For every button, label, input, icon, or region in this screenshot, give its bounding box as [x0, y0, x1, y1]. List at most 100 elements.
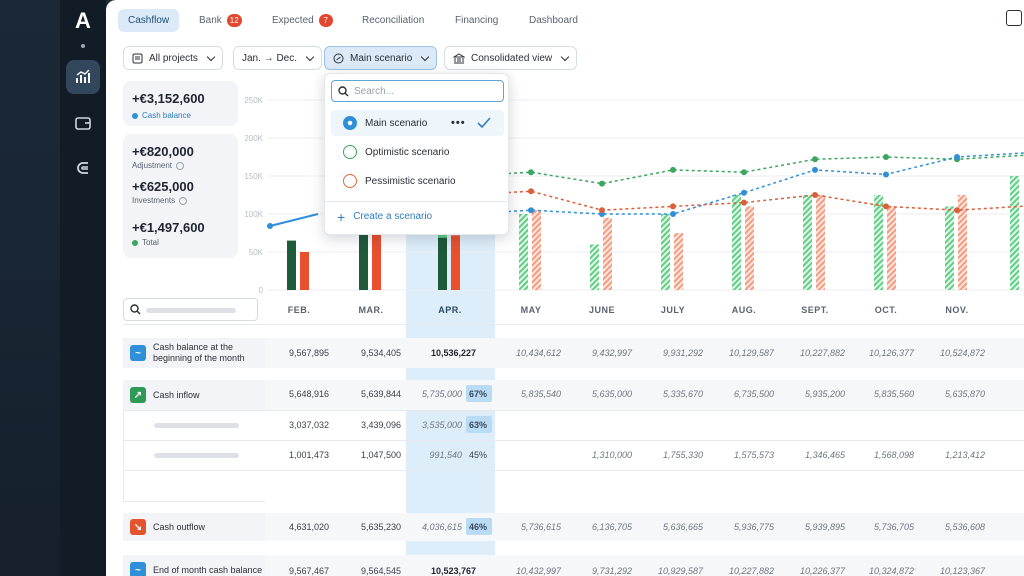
percent-value: 45% — [469, 450, 488, 460]
table-cell: 1,346,465 — [804, 450, 845, 460]
optimistic-line-point — [528, 169, 534, 176]
projects-filter[interactable]: All projects — [123, 46, 223, 70]
tab-dashboard[interactable]: Dashboard — [519, 9, 588, 32]
pessimistic-line-point — [883, 203, 889, 210]
table-cell: 5,335,670 — [662, 389, 703, 399]
period-filter[interactable]: Jan. → Dec. — [233, 46, 323, 70]
month-header-cell[interactable]: SEPT. — [801, 305, 829, 315]
month-header-cell[interactable]: APR. — [438, 305, 462, 315]
row-empty — [123, 471, 265, 501]
optimistic-line-point — [670, 166, 676, 173]
option-label: Pessimistic scenario — [365, 175, 456, 187]
cash-balance-label: Cash balance — [132, 111, 191, 120]
add-panel-icon[interactable] — [1006, 10, 1022, 26]
trend-icon: ~ — [130, 562, 146, 576]
search-icon — [338, 86, 349, 97]
outflow-bar — [745, 206, 754, 290]
tab-cashflow[interactable]: Cashflow — [118, 9, 180, 32]
y-tick-label: 50K — [249, 248, 264, 257]
total-label: Total — [132, 238, 159, 247]
chevron-down-icon — [560, 52, 570, 61]
table-cell: 9,567,467 — [288, 566, 329, 576]
row-label: Cash balance at the beginning of the mon… — [153, 342, 245, 363]
row-cash-inflow[interactable]: ↗ Cash inflow — [123, 380, 265, 410]
adjustment-value: +€820,000 — [132, 144, 194, 159]
view-filter[interactable]: Consolidated view — [444, 46, 578, 70]
rail-item-wallet[interactable] — [66, 106, 100, 140]
table-cell: 5,635,230 — [360, 522, 401, 532]
radio-icon — [343, 174, 357, 188]
table-cell: 5,939,895 — [804, 522, 845, 532]
month-header-cell[interactable]: OCT. — [874, 305, 898, 315]
info-icon[interactable] — [176, 161, 185, 170]
tab-label: Expected — [272, 15, 314, 26]
table-cell: 10,524,872 — [939, 348, 985, 358]
tab-financing[interactable]: Financing — [445, 9, 508, 32]
row-end-balance[interactable]: ~ End of month cash balance — [123, 555, 265, 576]
row-cash-outflow[interactable]: ↘ Cash outflow — [123, 513, 265, 541]
scenario-search-input[interactable]: Search... — [331, 80, 504, 102]
table-cell: 5,735,000 — [421, 389, 462, 399]
scenario-filter[interactable]: Main scenario — [324, 46, 438, 70]
month-header-cell[interactable]: JULY — [660, 305, 686, 315]
plus-icon: + — [337, 208, 346, 225]
row-label: End of month cash balance — [153, 564, 263, 575]
month-header-cell[interactable]: FEB. — [287, 305, 311, 315]
expected-badge: 7 — [318, 14, 333, 27]
info-icon[interactable] — [179, 196, 188, 205]
pessimistic-line-point — [812, 192, 818, 198]
wallet-icon — [75, 117, 91, 130]
outflow-bar — [674, 233, 683, 290]
table-cell: 1,575,573 — [733, 450, 774, 460]
table-search-input[interactable] — [123, 298, 258, 321]
optimistic-line-point — [954, 156, 960, 163]
blue-dot-icon — [132, 112, 138, 119]
row-cash-balance-start[interactable]: ~ Cash balance at the beginning of the m… — [123, 338, 265, 368]
total-value: +€1,497,600 — [132, 220, 205, 235]
main-line-point — [883, 171, 889, 178]
percent-value: 67% — [469, 389, 488, 399]
inflow-bar — [661, 214, 670, 290]
adjustment-label: Adjustment — [132, 161, 185, 170]
table-cell: 5,635,000 — [591, 389, 632, 399]
row-label: Cash inflow — [153, 389, 200, 400]
cash-balance-card — [123, 81, 238, 126]
search-icon — [130, 304, 141, 315]
tab-reconciliation[interactable]: Reconciliation — [352, 9, 434, 32]
table-cell: 5,648,916 — [288, 389, 329, 399]
cashflow-chart: 0 50K 100K 150K 200K 250K — [244, 96, 1024, 295]
scenario-option-main[interactable]: Main scenario ••• — [331, 110, 504, 136]
investments-label-text: Investments — [132, 196, 176, 205]
month-header-cell[interactable]: JUNE — [588, 305, 615, 315]
month-header-cell[interactable]: MAR. — [358, 305, 384, 315]
view-filter-label: Consolidated view — [471, 52, 553, 64]
y-tick-label: 250K — [244, 96, 263, 105]
table-cell: 5,536,608 — [944, 522, 985, 532]
inflow-bar — [1010, 176, 1019, 290]
actual-balance-point — [267, 223, 273, 229]
table-cell: 5,635,870 — [944, 389, 985, 399]
month-header-cell[interactable]: MAY — [520, 305, 542, 315]
optimistic-line-point — [741, 169, 747, 176]
scenario-option-pessimistic[interactable]: Pessimistic scenario — [331, 168, 504, 194]
chevron-down-icon — [305, 52, 315, 61]
month-header-cell[interactable]: AUG. — [731, 305, 757, 315]
search-placeholder-bar — [146, 308, 236, 313]
row-sub-inflow-1[interactable] — [123, 411, 265, 440]
create-scenario-button[interactable]: + Create a scenario — [337, 208, 433, 225]
tab-expected[interactable]: Expected 7 — [262, 9, 343, 32]
more-options-icon[interactable]: ••• — [451, 117, 466, 129]
app-logo[interactable]: A — [75, 8, 91, 33]
row-sub-inflow-2[interactable] — [123, 441, 265, 470]
month-header-cell[interactable]: NOV. — [945, 305, 969, 315]
tab-bank[interactable]: Bank 12 — [189, 9, 252, 32]
scenario-option-optimistic[interactable]: Optimistic scenario — [331, 139, 504, 165]
header-divider — [123, 324, 1024, 325]
arrow-up-right-icon: ↗ — [130, 387, 146, 403]
total-label-text: Total — [142, 238, 159, 247]
table-cell: 5,935,200 — [804, 389, 845, 399]
rail-item-cashflow[interactable] — [66, 60, 100, 94]
rail-item-integrations[interactable] — [66, 151, 100, 185]
table-cell: 5,835,540 — [520, 389, 561, 399]
create-scenario-label: Create a scenario — [353, 211, 433, 222]
